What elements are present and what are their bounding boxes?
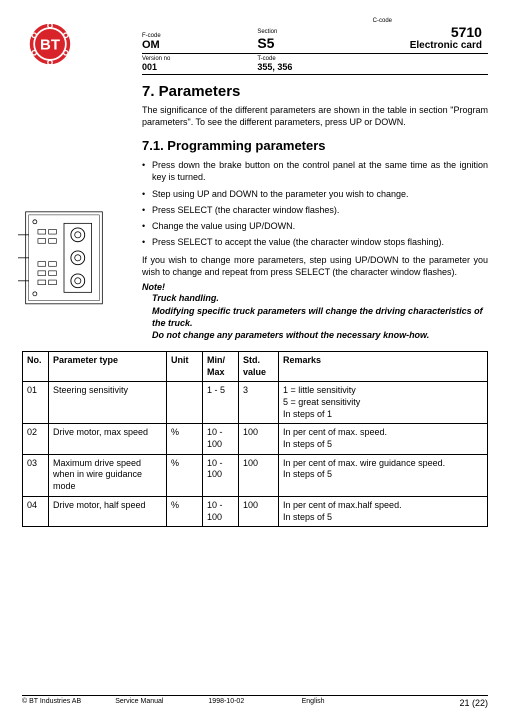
table-cell: In per cent of max. speed.In steps of 5 (279, 424, 488, 454)
table-cell: In per cent of max. wire guidance speed.… (279, 454, 488, 496)
col-no: No. (23, 351, 49, 381)
footer-copyright: © BT Industries AB (22, 698, 115, 708)
table-cell: Drive motor, half speed (49, 496, 167, 526)
step-item: Step using UP and DOWN to the parameter … (142, 188, 488, 200)
table-cell (167, 382, 203, 424)
card-label: Electronic card (373, 40, 482, 51)
footer-page: 21 (22) (395, 698, 488, 708)
section-7-intro: The significance of the different parame… (142, 104, 488, 128)
section-71-title: 7.1. Programming parameters (142, 138, 488, 153)
ccode-value: 5710 (373, 24, 482, 40)
step-item: Press SELECT to accept the value (the ch… (142, 236, 488, 248)
col-unit: Unit (167, 351, 203, 381)
parameter-table: No. Parameter type Unit Min/Max Std. val… (22, 351, 488, 527)
table-cell: 100 (239, 424, 279, 454)
table-cell: 10 - 100 (203, 496, 239, 526)
table-cell: Maximum drive speed when in wire guidanc… (49, 454, 167, 496)
section-7-title: 7. Parameters (142, 83, 488, 100)
fcode-value: OM (142, 39, 251, 51)
table-cell: 100 (239, 496, 279, 526)
col-std: Std. value (239, 351, 279, 381)
table-cell: 04 (23, 496, 49, 526)
section-71-para: If you wish to change more parameters, s… (142, 254, 488, 278)
table-cell: 10 - 100 (203, 454, 239, 496)
col-minmax: Min/Max (203, 351, 239, 381)
table-row: 04Drive motor, half speed%10 - 100100In … (23, 496, 488, 526)
footer-lang: English (302, 698, 395, 708)
connector-diagram (18, 208, 110, 308)
table-cell: 1 = little sensitivity5 = great sensitiv… (279, 382, 488, 424)
table-cell: 3 (239, 382, 279, 424)
table-cell: 100 (239, 454, 279, 496)
table-cell: 03 (23, 454, 49, 496)
table-cell: Drive motor, max speed (49, 424, 167, 454)
note-label: Note! (142, 282, 488, 292)
col-type: Parameter type (49, 351, 167, 381)
col-remarks: Remarks (279, 351, 488, 381)
table-cell: In per cent of max.half speed.In steps o… (279, 496, 488, 526)
section-value: S5 (257, 35, 366, 51)
note-body: Truck handling.Modifying specific truck … (142, 292, 488, 341)
table-row: 01Steering sensitivity 1 - 531 = little s… (23, 382, 488, 424)
table-cell: 01 (23, 382, 49, 424)
table-cell: 02 (23, 424, 49, 454)
table-cell: Steering sensitivity (49, 382, 167, 424)
table-cell: % (167, 496, 203, 526)
table-row: 03Maximum drive speed when in wire guida… (23, 454, 488, 496)
programming-steps: Press down the brake button on the contr… (142, 159, 488, 248)
footer-date: 1998-10-02 (208, 698, 301, 708)
table-row: 02Drive motor, max speed%10 - 100100In p… (23, 424, 488, 454)
footer-manual: Service Manual (115, 698, 208, 708)
table-cell: 10 - 100 (203, 424, 239, 454)
version-value: 001 (142, 62, 251, 72)
tcode-value: 355, 356 (257, 62, 366, 72)
table-cell: % (167, 454, 203, 496)
svg-text:BT: BT (40, 36, 60, 53)
table-cell: % (167, 424, 203, 454)
step-item: Press SELECT (the character window flash… (142, 204, 488, 216)
page-footer: © BT Industries AB Service Manual 1998-1… (22, 695, 488, 708)
table-cell: 1 - 5 (203, 382, 239, 424)
bt-logo: BT (28, 22, 72, 66)
step-item: Change the value using UP/DOWN. (142, 220, 488, 232)
step-item: Press down the brake button on the contr… (142, 159, 488, 183)
